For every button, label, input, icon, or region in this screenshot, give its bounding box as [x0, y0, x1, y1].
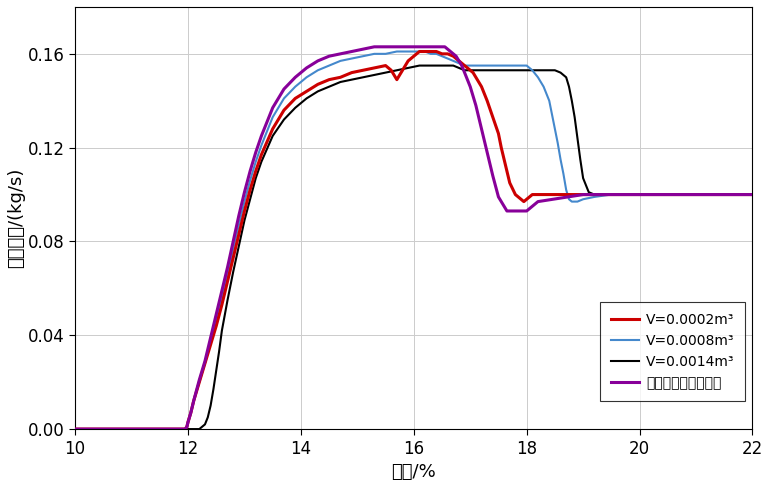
V=0.0008m³	[590, 194, 599, 200]
V=0.0008m³	[71, 426, 80, 432]
V=0.0002m³	[71, 426, 80, 432]
V=0.0008m³	[567, 199, 577, 204]
V=0.0014m³	[251, 175, 260, 181]
Line: V=0.0014m³: V=0.0014m³	[75, 65, 752, 429]
V=0.0014m³	[302, 96, 311, 102]
V=0.0014m³	[573, 135, 582, 141]
发动机给定燃油流量	[71, 426, 80, 432]
V=0.0002m³	[468, 70, 477, 76]
V=0.0002m³	[748, 192, 757, 198]
V=0.0008m³	[336, 58, 345, 64]
V=0.0014m³	[471, 67, 480, 73]
Line: 发动机给定燃油流量: 发动机给定燃油流量	[75, 47, 752, 429]
X-axis label: 转速/%: 转速/%	[391, 463, 436, 481]
Line: V=0.0008m³: V=0.0008m³	[75, 52, 752, 429]
发动机给定燃油流量	[370, 44, 379, 50]
V=0.0008m³	[748, 192, 757, 198]
V=0.0002m³	[539, 192, 548, 198]
发动机给定燃油流量	[748, 192, 757, 198]
V=0.0008m³	[251, 159, 260, 164]
V=0.0002m³	[460, 62, 469, 68]
发动机给定燃油流量	[468, 93, 477, 99]
V=0.0014m³	[748, 192, 757, 198]
Legend: V=0.0002m³, V=0.0008m³, V=0.0014m³, 发动机给定燃油流量: V=0.0002m³, V=0.0008m³, V=0.0014m³, 发动机给…	[600, 302, 745, 401]
V=0.0002m³	[403, 58, 413, 64]
发动机给定燃油流量	[358, 46, 367, 52]
V=0.0002m³	[457, 61, 467, 66]
发动机给定燃油流量	[437, 44, 447, 50]
V=0.0014m³	[415, 62, 424, 68]
发动机给定燃油流量	[200, 358, 209, 364]
Line: V=0.0002m³: V=0.0002m³	[75, 52, 752, 429]
V=0.0002m³	[477, 84, 486, 90]
V=0.0014m³	[576, 157, 585, 163]
V=0.0014m³	[71, 426, 80, 432]
V=0.0008m³	[443, 56, 452, 61]
V=0.0002m³	[415, 49, 424, 55]
V=0.0014m³	[214, 349, 223, 355]
V=0.0008m³	[392, 49, 401, 55]
发动机给定燃油流量	[508, 208, 517, 214]
发动机给定燃油流量	[463, 77, 472, 82]
V=0.0008m³	[561, 187, 571, 193]
Y-axis label: 燃油流量/(kg/s): 燃油流量/(kg/s)	[7, 168, 25, 268]
